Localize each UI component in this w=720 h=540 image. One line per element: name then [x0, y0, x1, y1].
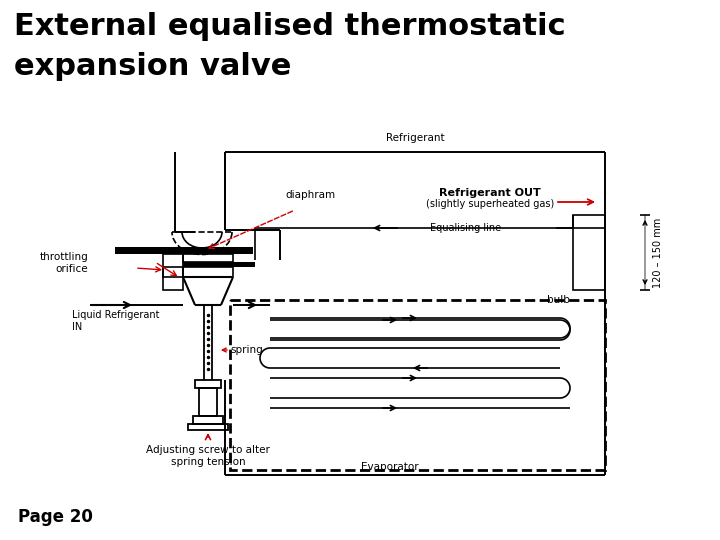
Text: bulb: bulb [547, 295, 570, 305]
Bar [188, 424, 228, 430]
Bar [183, 267, 233, 277]
Bar [183, 254, 233, 262]
Text: Liquid Refrigerant
IN: Liquid Refrigerant IN [72, 310, 160, 332]
Text: diaphram: diaphram [285, 190, 335, 200]
Text: Page 20: Page 20 [18, 508, 93, 526]
Bar [183, 262, 233, 267]
Bar [233, 262, 255, 267]
Text: External equalised thermostatic: External equalised thermostatic [14, 12, 566, 41]
Bar [115, 247, 163, 254]
Text: Refrigerant OUT: Refrigerant OUT [439, 188, 541, 198]
Bar [573, 215, 605, 290]
Text: 120 – 150 mm: 120 – 150 mm [653, 218, 663, 288]
Bar [163, 267, 183, 290]
Bar [199, 388, 217, 416]
Text: Refrigerant: Refrigerant [386, 133, 444, 143]
Text: Equalising line: Equalising line [430, 223, 501, 233]
Bar [230, 300, 605, 470]
Text: Adjusting screw to alter
spring tension: Adjusting screw to alter spring tension [146, 445, 270, 467]
Text: throttling
orifice: throttling orifice [40, 252, 88, 274]
Text: expansion valve: expansion valve [14, 52, 292, 81]
Text: spring: spring [230, 345, 263, 355]
Polygon shape [183, 277, 233, 305]
Bar [193, 416, 223, 424]
Bar [163, 247, 253, 254]
Text: (slightly superheated gas): (slightly superheated gas) [426, 199, 554, 209]
Text: Evaporator: Evaporator [361, 462, 419, 472]
Bar [163, 254, 183, 277]
Bar [195, 380, 221, 388]
